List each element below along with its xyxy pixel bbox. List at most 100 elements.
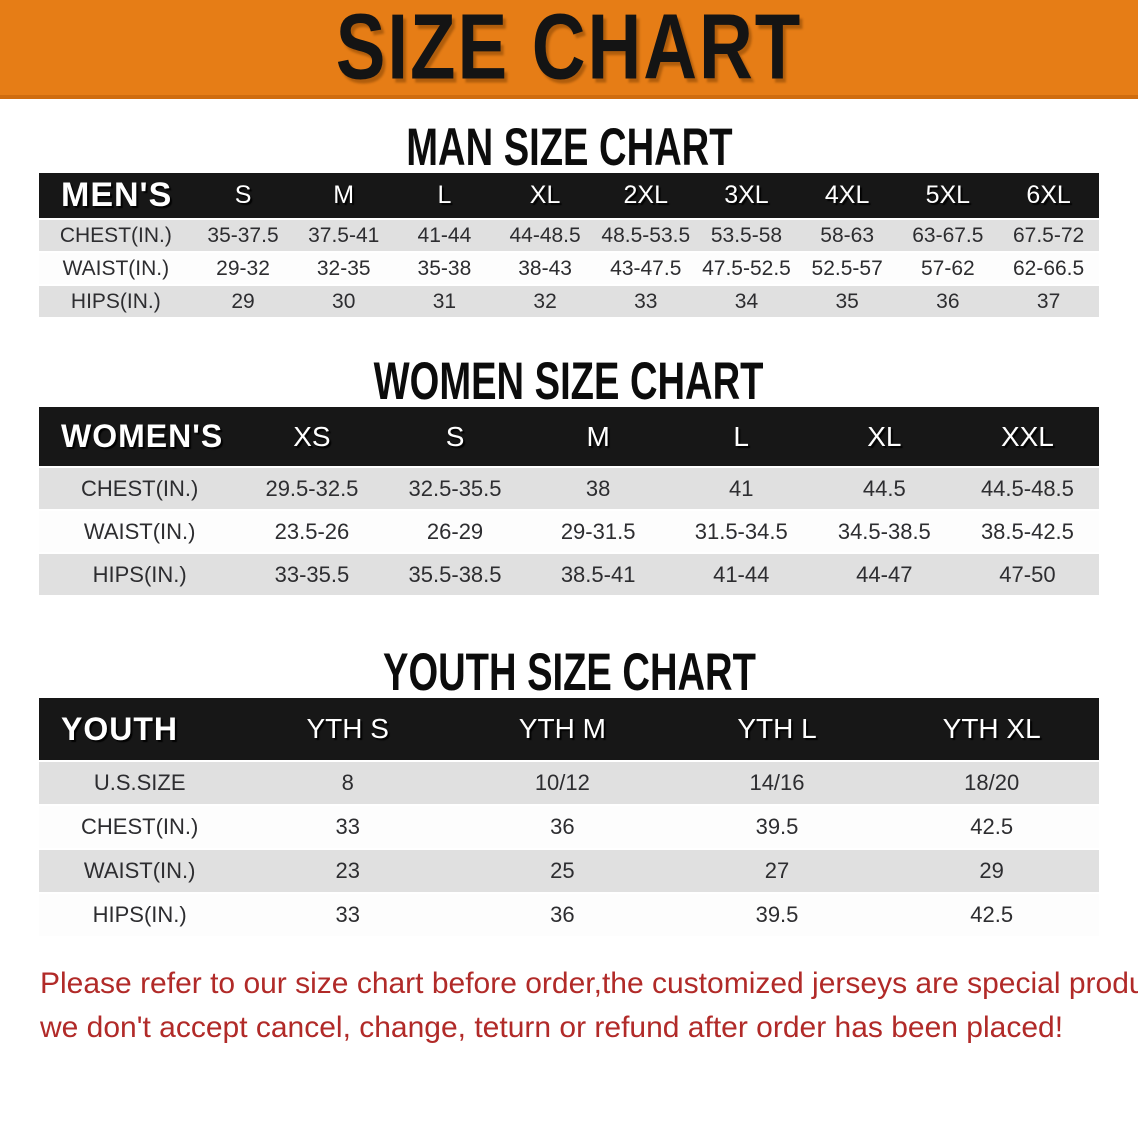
disclaimer-note: Please refer to our size chart before or…: [0, 962, 1138, 1050]
cell-value: 58-63: [796, 220, 898, 251]
cell-value: 44.5: [812, 468, 956, 509]
row-label: HIPS(IN.): [39, 894, 241, 936]
row-label: HIPS(IN.): [39, 554, 241, 595]
column-header: 3XL: [696, 173, 797, 218]
table-row: WAIST(IN.) 29-32 32-35 35-38 38-43 43-47.5 47.…: [39, 253, 1099, 284]
column-header: XS: [240, 407, 384, 466]
table-row: CHEST(IN.) 33 36 39.5 42.5: [39, 806, 1099, 848]
cell-value: 44-48.5: [494, 220, 596, 251]
cell-value: 38-43: [494, 253, 596, 284]
cell-value: 23.5-26: [240, 511, 384, 552]
cell-value: 33: [240, 894, 456, 936]
cell-value: 29-31.5: [526, 511, 670, 552]
row-label: CHEST(IN.): [39, 468, 241, 509]
column-header: YTH XL: [884, 698, 1099, 760]
column-header: S: [383, 407, 527, 466]
cell-value: 63-67.5: [897, 220, 999, 251]
women-section-heading: WOMEN SIZE CHART: [0, 351, 1138, 410]
youth-section-heading: YOUTH SIZE CHART: [0, 642, 1138, 701]
cell-value: 47-50: [955, 554, 1099, 595]
cell-value: 37: [998, 286, 1099, 317]
men-section-heading-text: MAN SIZE CHART: [405, 117, 733, 177]
column-header: XL: [494, 173, 596, 218]
cell-value: 36: [897, 286, 999, 317]
cell-value: 41-44: [394, 220, 495, 251]
cell-value: 42.5: [884, 894, 1099, 936]
youth-size-table: YOUTH YTH S YTH M YTH L YTH XL U.S.SIZE 8 10/1…: [39, 696, 1099, 938]
table-row: HIPS(IN.) 29 30 31 32 33 34 35 36 37: [39, 286, 1099, 317]
table-row: HIPS(IN.) 33-35.5 35.5-38.5 38.5-41 41-44 44-…: [39, 554, 1099, 595]
cell-value: 35-38: [394, 253, 495, 284]
column-header: M: [526, 407, 670, 466]
cell-value: 62-66.5: [998, 253, 1099, 284]
table-row: CHEST(IN.) 35-37.5 37.5-41 41-44 44-48.5 48.5…: [39, 220, 1099, 251]
cell-value: 36: [455, 894, 670, 936]
cell-value: 41-44: [669, 554, 813, 595]
cell-value: 52.5-57: [796, 253, 898, 284]
cell-value: 27: [669, 850, 885, 892]
column-header: S: [192, 173, 294, 218]
table-row: WAIST(IN.) 23 25 27 29: [39, 850, 1099, 892]
cell-value: 39.5: [669, 894, 885, 936]
cell-value: 30: [293, 286, 395, 317]
column-header: YTH M: [455, 698, 670, 760]
row-label: CHEST(IN.): [39, 806, 241, 848]
cell-value: 47.5-52.5: [696, 253, 797, 284]
cell-value: 44-47: [812, 554, 956, 595]
cell-value: 32: [494, 286, 596, 317]
column-header: M: [293, 173, 395, 218]
cell-value: 35.5-38.5: [383, 554, 527, 595]
youth-section-heading-text: YOUTH SIZE CHART: [382, 642, 756, 702]
banner-title: SIZE CHART: [335, 0, 803, 100]
cell-value: 29-32: [192, 253, 294, 284]
cell-value: 32-35: [293, 253, 395, 284]
row-label: CHEST(IN.): [39, 220, 193, 251]
women-section-heading-text: WOMEN SIZE CHART: [374, 351, 764, 411]
cell-value: 67.5-72: [998, 220, 1099, 251]
cell-value: 26-29: [383, 511, 527, 552]
column-header: 5XL: [897, 173, 999, 218]
column-header: L: [669, 407, 813, 466]
cell-value: 25: [455, 850, 670, 892]
cell-value: 36: [455, 806, 670, 848]
table-row: U.S.SIZE 8 10/12 14/16 18/20: [39, 762, 1099, 804]
size-chart-banner: SIZE CHART: [0, 0, 1138, 99]
cell-value: 38.5-42.5: [955, 511, 1099, 552]
table-row: CHEST(IN.) 29.5-32.5 32.5-35.5 38 41 44.5 44.5…: [39, 468, 1099, 509]
cell-value: 35: [796, 286, 898, 317]
cell-value: 44.5-48.5: [955, 468, 1099, 509]
cell-value: 33: [595, 286, 697, 317]
women-table-header-row: WOMEN'S XS S M L XL XXL: [39, 407, 1099, 466]
row-label: WAIST(IN.): [39, 253, 193, 284]
row-label: HIPS(IN.): [39, 286, 193, 317]
column-header: L: [394, 173, 495, 218]
column-header: XL: [812, 407, 956, 466]
cell-value: 35-37.5: [192, 220, 294, 251]
row-label: WAIST(IN.): [39, 511, 241, 552]
cell-value: 31.5-34.5: [669, 511, 813, 552]
disclaimer-line-1: Please refer to our size chart before or…: [40, 967, 1138, 1000]
column-header: 6XL: [998, 173, 1099, 218]
cell-value: 29: [192, 286, 294, 317]
youth-table-header-row: YOUTH YTH S YTH M YTH L YTH XL: [39, 698, 1099, 760]
table-corner-label: WOMEN'S: [39, 407, 241, 466]
cell-value: 10/12: [455, 762, 670, 804]
cell-value: 57-62: [897, 253, 999, 284]
row-label: WAIST(IN.): [39, 850, 241, 892]
cell-value: 38: [526, 468, 670, 509]
cell-value: 38.5-41: [526, 554, 670, 595]
cell-value: 37.5-41: [293, 220, 395, 251]
table-row: HIPS(IN.) 33 36 39.5 42.5: [39, 894, 1099, 936]
column-header: YTH L: [669, 698, 885, 760]
cell-value: 43-47.5: [595, 253, 697, 284]
men-size-table: MEN'S S M L XL 2XL 3XL 4XL 5XL 6XL CHEST(IN.) 35-3…: [39, 171, 1099, 319]
men-table-header-row: MEN'S S M L XL 2XL 3XL 4XL 5XL 6XL: [39, 173, 1099, 218]
cell-value: 14/16: [669, 762, 885, 804]
table-row: WAIST(IN.) 23.5-26 26-29 29-31.5 31.5-34.5 34…: [39, 511, 1099, 552]
cell-value: 8: [240, 762, 456, 804]
cell-value: 39.5: [669, 806, 885, 848]
cell-value: 23: [240, 850, 456, 892]
cell-value: 29: [884, 850, 1099, 892]
women-size-table: WOMEN'S XS S M L XL XXL CHEST(IN.) 29.5-32.5 32.…: [39, 405, 1099, 597]
men-section-heading: MAN SIZE CHART: [0, 117, 1138, 176]
